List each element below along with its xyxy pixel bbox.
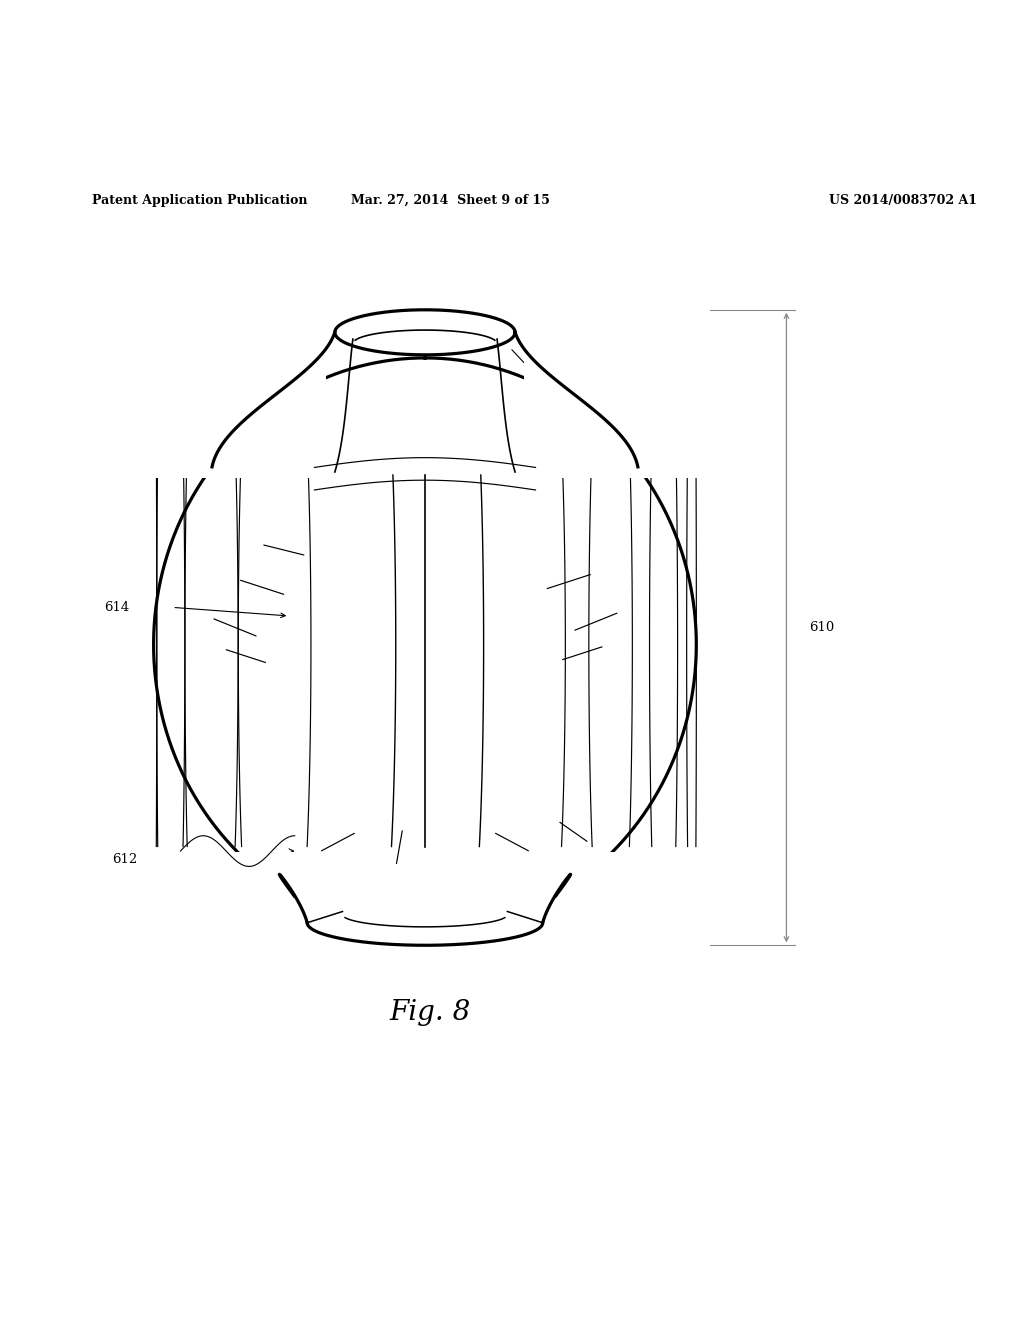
- Polygon shape: [140, 269, 710, 478]
- Text: 120: 120: [602, 429, 627, 442]
- Text: US 2014/0083702 A1: US 2014/0083702 A1: [829, 194, 978, 207]
- Text: Fig. 8: Fig. 8: [389, 999, 471, 1027]
- Text: 612: 612: [112, 853, 137, 866]
- Text: Patent Application Publication: Patent Application Publication: [92, 194, 307, 207]
- Text: 614: 614: [103, 601, 129, 614]
- Text: Mar. 27, 2014  Sheet 9 of 15: Mar. 27, 2014 Sheet 9 of 15: [351, 194, 550, 207]
- Polygon shape: [140, 853, 710, 973]
- Text: 610: 610: [809, 620, 835, 634]
